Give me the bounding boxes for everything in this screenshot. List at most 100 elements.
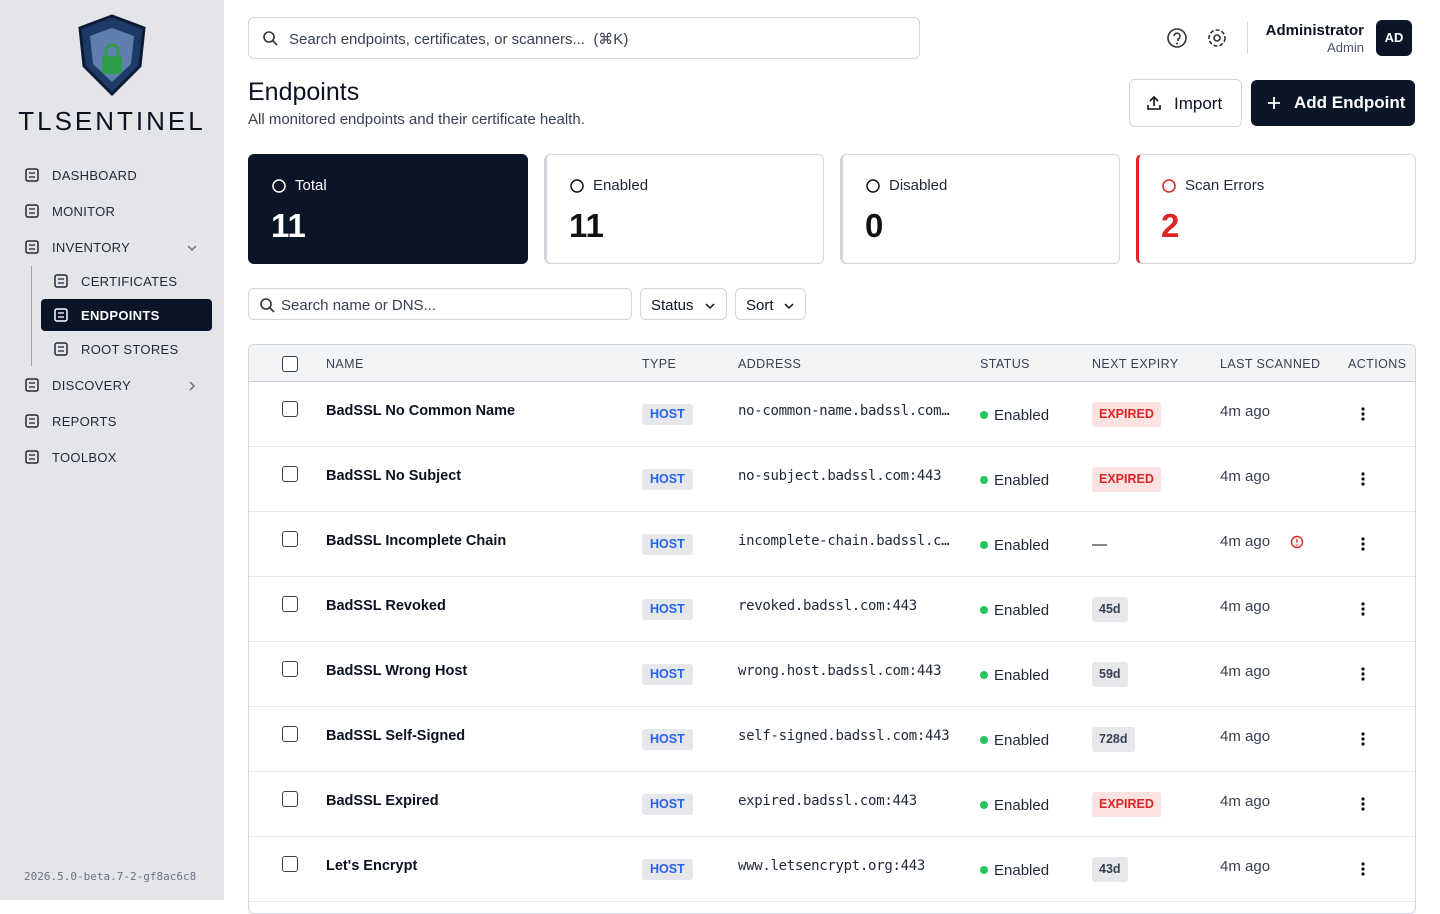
sidebar: TLSENTINEL 2026.5.0-beta.7-2-gf8ac6c8 DA… xyxy=(0,0,224,900)
type-badge: HOST xyxy=(642,404,693,425)
brand-name: TLSENTINEL xyxy=(18,106,206,136)
status: Enabled xyxy=(994,472,1050,489)
import-button[interactable]: Import xyxy=(1129,79,1242,127)
nav-item[interactable]: ENDPOINTS xyxy=(41,299,212,331)
nav-item[interactable]: MONITOR xyxy=(16,195,212,227)
row-actions[interactable] xyxy=(1360,861,1366,882)
global-search[interactable]: Search endpoints, certificates, or scann… xyxy=(248,17,920,59)
endpoint-name: BadSSL Revoked xyxy=(326,598,446,614)
expiry: 59d xyxy=(1092,662,1128,687)
nav-chevron xyxy=(186,379,198,397)
nav-label: CERTIFICATES xyxy=(81,274,178,289)
expiry: EXPIRED xyxy=(1092,792,1161,817)
row-divider xyxy=(249,836,1415,837)
row-checkbox[interactable] xyxy=(282,856,298,872)
add-button[interactable]: Add Endpoint xyxy=(1251,80,1415,126)
column-header: STATUS xyxy=(980,357,1030,371)
stat-value: 11 xyxy=(569,207,604,244)
nav-chevron xyxy=(186,241,198,259)
row-divider xyxy=(249,576,1415,577)
column-header: ACTIONS xyxy=(1348,357,1407,371)
stat-label: Total xyxy=(295,177,327,194)
nav-item[interactable]: DISCOVERY xyxy=(16,369,212,401)
address: www.letsencrypt.org:443 xyxy=(738,858,925,874)
status-dot xyxy=(980,411,988,419)
row-checkbox[interactable] xyxy=(282,726,298,742)
page-title: Endpoints xyxy=(248,78,360,106)
filter-dropdown[interactable]: Status xyxy=(640,288,727,320)
status: Enabled xyxy=(994,407,1050,424)
last-scanned: 4m ago xyxy=(1220,403,1271,420)
stat-card: Disabled 0 xyxy=(840,154,1120,264)
row-checkbox[interactable] xyxy=(282,401,298,417)
nav-icon xyxy=(53,273,69,294)
expiry: 43d xyxy=(1092,857,1128,882)
last-scanned: 4m ago xyxy=(1220,858,1271,875)
table-search[interactable]: Search name or DNS... xyxy=(248,288,632,320)
last-scanned: 4m ago xyxy=(1220,663,1271,680)
expiry: — xyxy=(1092,536,1107,553)
last-scanned: 4m ago xyxy=(1220,468,1271,485)
select-all-checkbox[interactable] xyxy=(282,356,298,372)
settings-icon[interactable] xyxy=(1206,27,1228,49)
endpoint-name: BadSSL No Subject xyxy=(326,468,462,484)
row-checkbox[interactable] xyxy=(282,466,298,482)
stat-label: Disabled xyxy=(889,177,948,194)
endpoint-name: BadSSL Wrong Host xyxy=(326,663,468,679)
row-actions[interactable] xyxy=(1360,536,1366,557)
type-badge: HOST xyxy=(642,729,693,750)
column-header: NEXT EXPIRY xyxy=(1092,357,1179,371)
nav-item[interactable]: ROOT STORES xyxy=(41,333,212,365)
stat-label: Enabled xyxy=(593,177,649,194)
status: Enabled xyxy=(994,537,1050,554)
stat-card: Scan Errors 2 xyxy=(1136,154,1416,264)
address: expired.badssl.com:443 xyxy=(738,793,917,809)
nav-label: ROOT STORES xyxy=(81,342,179,357)
nav-label: REPORTS xyxy=(52,414,117,429)
filter-dropdown[interactable]: Sort xyxy=(735,288,806,320)
last-scanned: 4m ago xyxy=(1220,793,1271,810)
row-checkbox[interactable] xyxy=(282,596,298,612)
nav-icon xyxy=(24,377,40,398)
nav-icon xyxy=(24,413,40,434)
nav-item[interactable]: REPORTS xyxy=(16,405,212,437)
version: 2026.5.0-beta.7-2-gf8ac6c8 xyxy=(24,870,197,883)
row-checkbox[interactable] xyxy=(282,531,298,547)
user-role: Admin xyxy=(1327,40,1364,55)
status: Enabled xyxy=(994,732,1050,749)
nav-item[interactable]: TOOLBOX xyxy=(16,441,212,473)
nav-label: INVENTORY xyxy=(52,240,131,255)
status-dot xyxy=(980,541,988,549)
dropdown-chevron xyxy=(783,299,795,317)
status: Enabled xyxy=(994,602,1050,619)
row-actions[interactable] xyxy=(1360,666,1366,687)
row-actions[interactable] xyxy=(1360,471,1366,492)
logo xyxy=(78,14,146,96)
address: wrong.host.badssl.com:443 xyxy=(738,663,942,679)
endpoints-table: NAME TYPE ADDRESS STATUS NEXT EXPIRY LAST SCA… xyxy=(248,344,1416,914)
row-actions[interactable] xyxy=(1360,731,1366,752)
status-dot xyxy=(980,866,988,874)
last-scanned: 4m ago xyxy=(1220,728,1271,745)
column-header: TYPE xyxy=(642,357,677,371)
status-dot xyxy=(980,736,988,744)
help-icon[interactable] xyxy=(1166,27,1188,49)
row-actions[interactable] xyxy=(1360,406,1366,427)
row-actions[interactable] xyxy=(1360,601,1366,622)
nav-item[interactable]: CERTIFICATES xyxy=(41,265,212,297)
nav-item[interactable]: INVENTORY xyxy=(16,231,212,263)
avatar[interactable]: AD xyxy=(1376,20,1412,56)
scan-error-icon xyxy=(1290,535,1304,554)
endpoint-name: BadSSL No Common Name xyxy=(326,403,516,419)
page-subtitle: All monitored endpoints and their certif… xyxy=(248,111,585,128)
row-checkbox[interactable] xyxy=(282,661,298,677)
nav-icon xyxy=(53,307,69,328)
endpoint-name: BadSSL Expired xyxy=(326,793,439,809)
row-actions[interactable] xyxy=(1360,796,1366,817)
nav-item[interactable]: DASHBOARD xyxy=(16,159,212,191)
expiry: EXPIRED xyxy=(1092,402,1161,427)
column-header: NAME xyxy=(326,357,364,371)
row-checkbox[interactable] xyxy=(282,791,298,807)
row-divider xyxy=(249,901,1415,902)
